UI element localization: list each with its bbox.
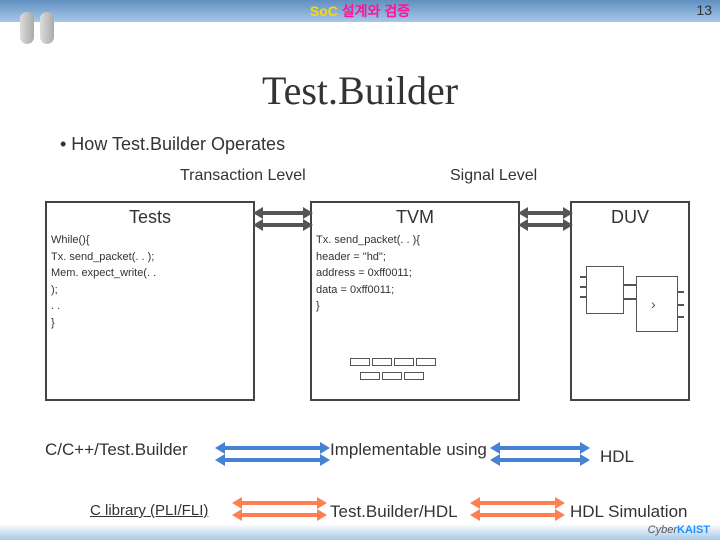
bullet-text: • How Test.Builder Operates (60, 134, 720, 155)
code-line: ); (51, 282, 249, 299)
code-line: } (316, 298, 514, 315)
double-arrow-orange-icon (470, 497, 565, 521)
hdlsim-label: HDL Simulation (570, 502, 687, 522)
double-arrow-blue-icon (215, 442, 330, 466)
code-line: Tx. send_packet(. . ){ (316, 232, 514, 249)
header-rest: 설계와 검증 (338, 3, 410, 19)
double-arrow-blue-icon (490, 442, 590, 466)
pill-icon (40, 12, 54, 44)
lower-left-label: C/C++/Test.Builder (45, 440, 188, 460)
decorative-pills (20, 12, 56, 49)
logo-cyber: Cyber (648, 524, 677, 536)
code-line: . . (51, 298, 249, 315)
waveform-icon (350, 358, 440, 390)
transaction-label: Transaction Level (180, 167, 306, 185)
level-labels: Transaction Level Signal Level (0, 167, 720, 191)
logo: CyberKAIST (648, 524, 710, 536)
code-line: data = 0xff0011; (316, 282, 514, 299)
header-title: SoC 설계와 검증 (0, 0, 720, 22)
header-soc: SoC (310, 3, 338, 19)
code-line: While(){ (51, 232, 249, 249)
main-title: Test.Builder (0, 67, 720, 114)
double-arrow-orange-icon (232, 497, 327, 521)
pill-icon (20, 12, 34, 44)
page-number: 13 (696, 2, 712, 18)
lower-right-label: HDL (600, 447, 634, 467)
lower-mid-label: Implementable using (330, 440, 487, 460)
code-line: Mem. expect_write(. . (51, 265, 249, 282)
tvm-code: Tx. send_packet(. . ){ header = "hd"; ad… (316, 232, 514, 315)
boxes-row: Tests While(){ Tx. send_packet(. . ); Me… (0, 201, 720, 411)
header-bar: SoC 설계와 검증 13 (0, 0, 720, 22)
tests-code: While(){ Tx. send_packet(. . ); Mem. exp… (51, 232, 249, 331)
tvm-title: TVM (316, 207, 514, 228)
tests-box: Tests While(){ Tx. send_packet(. . ); Me… (45, 201, 255, 401)
clib-label: C library (PLI/FLI) (90, 502, 208, 519)
signal-label: Signal Level (450, 167, 537, 185)
tvm-box: TVM Tx. send_packet(. . ){ header = "hd"… (310, 201, 520, 401)
double-arrow-icon (518, 207, 573, 231)
chip-diagram-icon: › (576, 246, 684, 386)
duv-box: DUV › (570, 201, 690, 401)
logo-kaist: KAIST (677, 524, 710, 536)
code-line: Tx. send_packet(. . ); (51, 249, 249, 266)
code-line: } (51, 315, 249, 332)
tbhdl-label: Test.Builder/HDL (330, 502, 458, 522)
duv-title: DUV (576, 207, 684, 228)
tests-title: Tests (51, 207, 249, 228)
code-line: header = "hd"; (316, 249, 514, 266)
double-arrow-icon (253, 207, 313, 231)
code-line: address = 0xff0011; (316, 265, 514, 282)
